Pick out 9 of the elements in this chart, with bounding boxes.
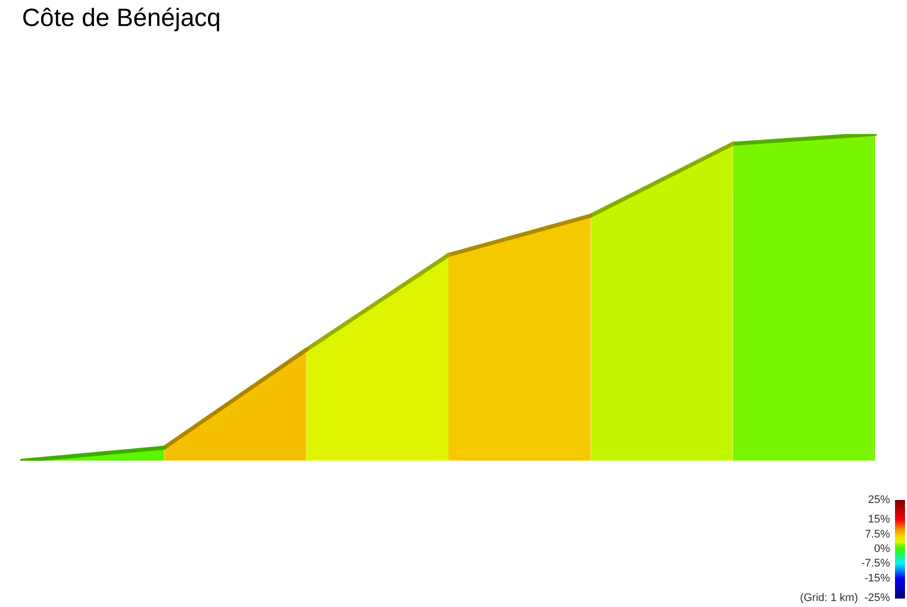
color-bar-label: 0% [874, 543, 890, 556]
color-bar-label: -25% [864, 592, 890, 604]
color-bar-label: -15% [864, 572, 890, 584]
chart-title: Côte de Bénéjacq [22, 4, 221, 32]
color-bar-label: 15% [868, 514, 890, 526]
color-bar-label: 7.5% [864, 528, 890, 540]
color-bar-label: 25% [868, 494, 890, 506]
color-bar-label: -7.5% [861, 558, 890, 570]
text: (Grid: 1 km) [800, 592, 858, 604]
